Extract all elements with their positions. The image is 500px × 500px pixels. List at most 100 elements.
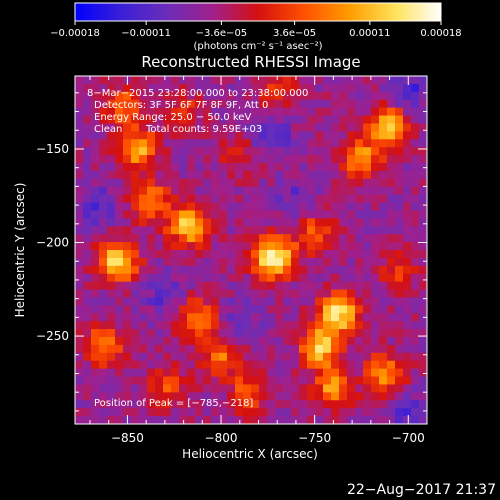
heatmap-cell <box>187 202 196 212</box>
heatmap-cell <box>211 400 220 409</box>
heatmap-cell <box>243 281 252 291</box>
heatmap-cell <box>115 170 124 180</box>
heatmap-cell <box>419 99 427 109</box>
heatmap-cell <box>339 234 348 243</box>
heatmap-cell <box>139 91 148 101</box>
heatmap-cell <box>411 305 420 314</box>
heatmap-cell <box>91 226 100 235</box>
heatmap-cell <box>379 360 388 370</box>
heatmap-cell <box>299 218 308 227</box>
heatmap-cell <box>187 99 196 109</box>
heatmap-cell <box>291 250 300 259</box>
heatmap-cell <box>91 210 100 219</box>
heatmap-cell <box>267 202 276 212</box>
heatmap-cell <box>147 234 156 243</box>
heatmap-cell <box>83 321 92 330</box>
heatmap-cell <box>371 83 380 93</box>
heatmap-cell <box>235 226 244 235</box>
heatmap-cell <box>379 392 388 401</box>
heatmap-cell <box>267 131 276 140</box>
heatmap-cell <box>155 155 164 164</box>
heatmap-cell <box>251 297 260 306</box>
heatmap-cell <box>371 202 380 212</box>
heatmap-cell <box>115 139 124 148</box>
heatmap-cell <box>139 257 148 267</box>
heatmap-cell <box>171 273 180 283</box>
heatmap-cell <box>123 289 132 299</box>
heatmap-cell <box>91 250 100 259</box>
heatmap-cell <box>219 344 228 354</box>
heatmap-cell <box>299 99 308 109</box>
heatmap-cell <box>387 289 396 299</box>
heatmap-cell <box>243 210 252 219</box>
heatmap-cell <box>323 83 332 93</box>
heatmap-cell <box>283 163 292 172</box>
heatmap-cell <box>291 178 300 188</box>
heatmap-cell <box>131 76 140 85</box>
heatmap-cell <box>163 107 172 117</box>
heatmap-cell <box>347 305 356 314</box>
heatmap-cell <box>139 352 148 362</box>
heatmap-cell <box>99 352 108 362</box>
heatmap-cell <box>299 289 308 299</box>
heatmap-cell <box>99 170 108 180</box>
heatmap-cell <box>131 384 140 393</box>
heatmap-cell <box>251 202 260 212</box>
heatmap-cell <box>267 384 276 393</box>
heatmap-cell <box>339 99 348 109</box>
heatmap-cell <box>411 400 420 409</box>
heatmap-cell <box>387 392 396 401</box>
heatmap-cell <box>267 91 276 101</box>
heatmap-cell <box>323 289 332 299</box>
heatmap-cell <box>131 131 140 140</box>
heatmap-cell <box>195 163 204 172</box>
heatmap-cell <box>267 313 276 322</box>
heatmap-cell <box>355 384 364 393</box>
heatmap-cell <box>307 210 316 219</box>
heatmap-cell <box>259 408 268 417</box>
heatmap-cell <box>211 123 220 132</box>
heatmap-cell <box>243 408 252 417</box>
y-axis-label: Heliocentric Y (arcsec) <box>13 183 27 318</box>
heatmap-cell <box>91 400 100 409</box>
heatmap-cell <box>179 218 188 227</box>
heatmap-cell <box>275 368 284 378</box>
heatmap-cell <box>91 313 100 322</box>
heatmap-cell <box>363 99 372 109</box>
heatmap-cell <box>83 297 92 306</box>
heatmap-cell <box>115 155 124 164</box>
heatmap-cell <box>99 99 108 109</box>
heatmap-cell <box>203 305 212 314</box>
heatmap-cell <box>179 329 188 338</box>
heatmap-cell <box>243 352 252 362</box>
heatmap-cell <box>187 147 196 156</box>
heatmap-cell <box>147 416 156 424</box>
heatmap-cell <box>395 352 404 362</box>
heatmap-cell <box>155 202 164 212</box>
heatmap-cell <box>259 178 268 188</box>
heatmap-cell <box>283 178 292 188</box>
heatmap-cell <box>99 178 108 188</box>
heatmap-cell <box>355 139 364 148</box>
heatmap-cell <box>395 281 404 291</box>
heatmap-cell <box>315 218 324 227</box>
heatmap-cell <box>403 83 412 93</box>
heatmap-cell <box>323 107 332 117</box>
heatmap-cell <box>275 416 284 424</box>
heatmap-cell <box>387 178 396 188</box>
heatmap-cell <box>171 352 180 362</box>
heatmap-cell <box>291 400 300 409</box>
heatmap-cell <box>323 408 332 417</box>
heatmap-cell <box>235 76 244 85</box>
heatmap-cell <box>251 257 260 267</box>
heatmap-cell <box>91 115 100 125</box>
heatmap-cell <box>355 281 364 291</box>
heatmap-cell <box>75 186 84 196</box>
heatmap-cell <box>371 337 380 346</box>
heatmap-cell <box>123 352 132 362</box>
heatmap-cell <box>219 368 228 378</box>
heatmap-cell <box>187 83 196 93</box>
heatmap-cell <box>195 218 204 227</box>
heatmap-cell <box>171 400 180 409</box>
heatmap-cell <box>323 321 332 330</box>
